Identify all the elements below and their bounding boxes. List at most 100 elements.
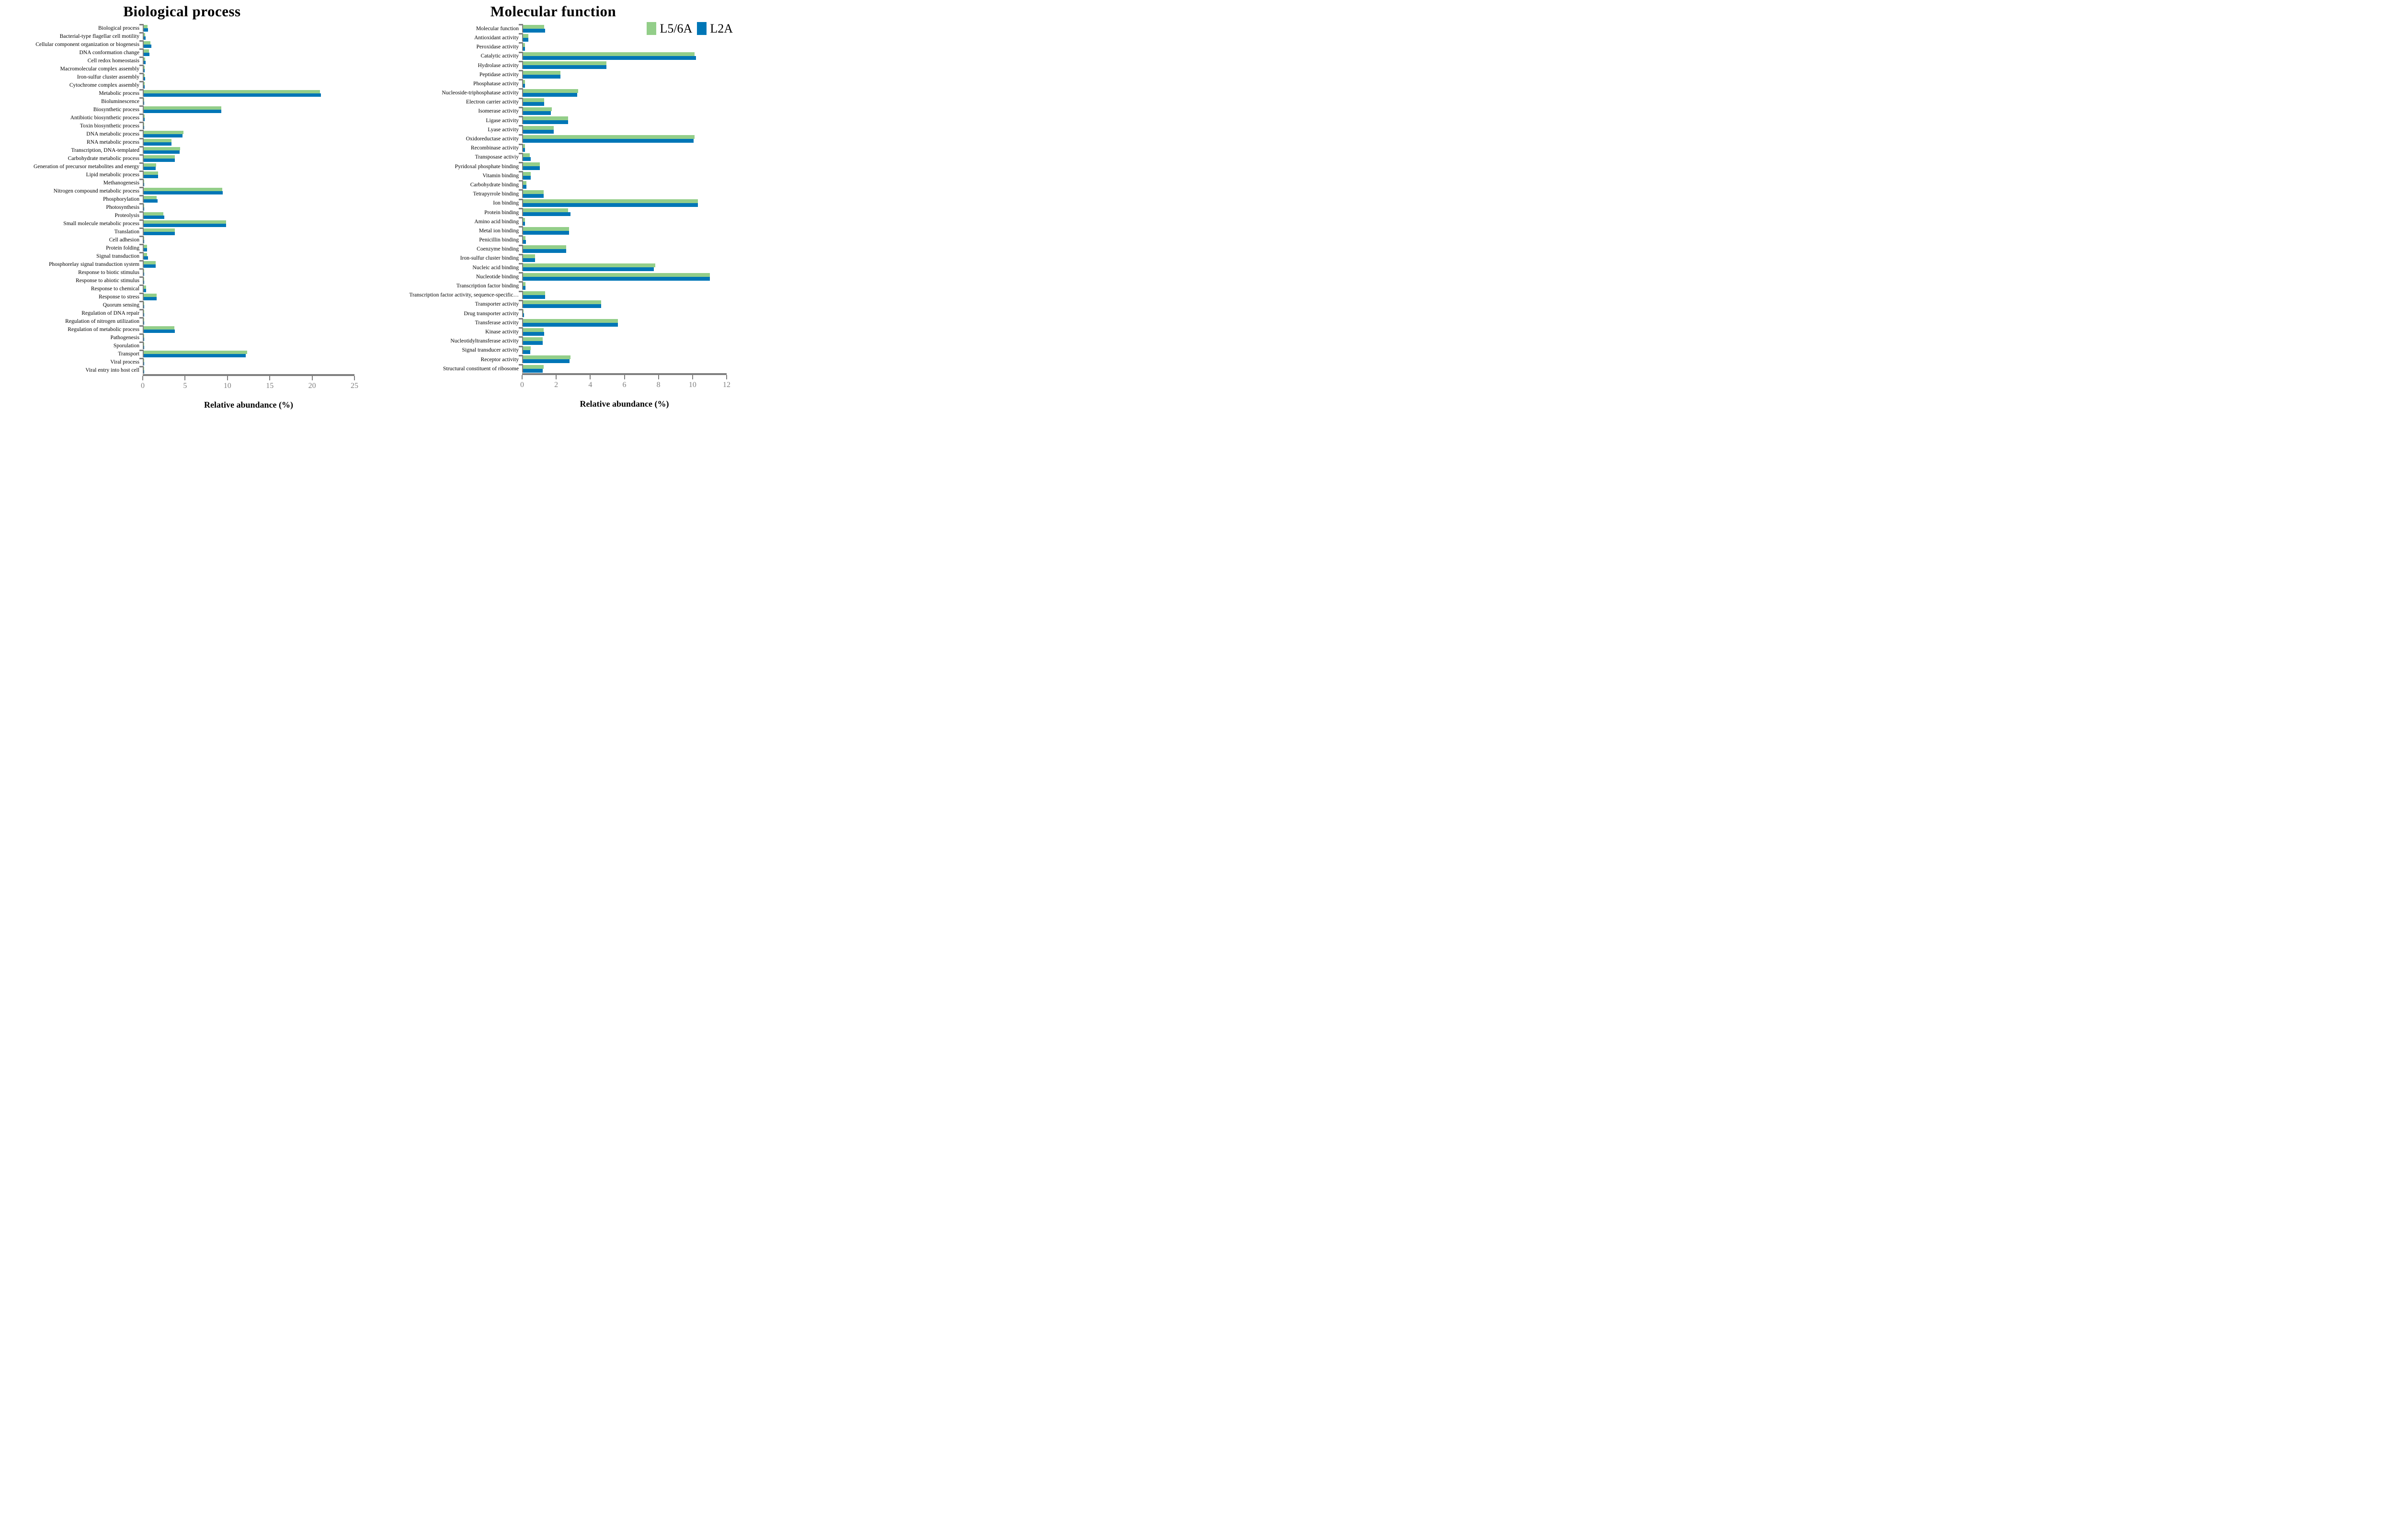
y-axis-minor-tick [139,211,144,213]
y-axis-minor-tick [519,88,523,90]
category-label: Small molecule metabolic process [63,220,139,227]
category-row: Transporter activity [369,299,727,309]
category-row: Small molecule metabolic process [0,219,354,228]
y-axis-minor-tick [139,236,144,237]
x-axis-tick-label: 10 [223,382,231,390]
category-label: DNA conformation change [79,49,139,56]
bar-pair [139,333,354,341]
category-label: Transcription factor activity, sequence-… [409,292,519,298]
bar-pair [519,253,727,262]
category-label: Metabolic process [99,90,139,96]
y-axis-minor-tick [519,70,523,72]
category-label: Methanogenesis [103,179,139,186]
bar-pair [519,51,727,60]
y-axis-minor-tick [519,290,523,292]
y-axis-minor-tick [139,89,144,91]
x-axis-tick [658,375,659,379]
category-label: Sporulation [113,342,139,349]
chart-body: Molecular function Antioxidant activity Pe… [369,24,738,409]
category-row: Structural constituent of ribosome [369,364,727,373]
category-row: Tetrapyrrole binding [369,189,727,198]
bar-l2a [144,77,145,80]
bar-l2a [523,295,546,299]
category-label: Nucleic acid binding [472,264,519,271]
bar-l2a [523,304,601,308]
category-row: Viral entry into host cell [0,366,354,374]
category-row: Cell redox homeostasis [0,57,354,65]
category-label: Iron-sulfur cluster binding [460,255,519,262]
bar-l56a [523,217,525,222]
chart-title-molecular-function: Molecular function [490,3,616,20]
y-axis-minor-tick [519,60,523,62]
category-label: Hydrolase activity [478,62,519,68]
legend: L5/6A L2A [647,22,733,35]
bar-l2a [523,111,551,115]
bar-l56a [523,70,560,75]
category-label: Iron-sulfur cluster assembly [77,73,139,80]
y-axis-minor-tick [519,272,523,274]
y-axis-minor-tick [139,228,144,229]
category-label: Viral entry into host cell [85,366,139,373]
bar-pair [519,79,727,88]
x-axis-tick [590,375,591,379]
bar-l2a [144,109,221,113]
y-axis-minor-tick [139,97,144,99]
y-axis-minor-tick [139,24,144,25]
y-axis-minor-tick [139,195,144,196]
bar-pair [139,317,354,325]
y-axis-minor-tick [519,115,523,117]
bar-l56a [523,254,535,259]
bar-l56a [523,80,525,84]
bar-pair [139,293,354,300]
bar-l56a [523,153,530,158]
bar-pair [519,207,727,217]
x-axis-line [522,373,727,375]
category-label: Lyase activity [488,126,519,133]
bar-pair [139,268,354,276]
bar-pair [139,65,354,72]
category-label: Coenzyme binding [477,246,519,252]
category-row: Catalytic activity [369,51,727,61]
bar-l2a [144,142,172,146]
y-axis-minor-tick [519,299,523,301]
bar-pair [519,235,727,244]
bar-pair [519,318,727,327]
bar-l2a [144,166,156,170]
legend-item-l2a: L2A [697,22,733,35]
category-label: Protein folding [106,244,139,251]
category-label: Receptor activity [480,356,519,363]
rows-wrap: Biological process Bacterial-type flagell… [0,24,358,410]
category-label: Signal transducer activity [462,347,519,354]
bar-pair [519,217,727,226]
bar-pair [139,171,354,178]
bar-l2a [523,28,546,33]
y-axis-minor-tick [519,226,523,228]
bar-pair [139,285,354,292]
category-row: Oxidoreductase activity [369,134,727,143]
category-row: Signal transduction [0,252,354,260]
category-row: Peptidase activity [369,70,727,79]
bar-pair [519,336,727,345]
category-row: Bioluminescence [0,97,354,105]
category-row: Transport [0,350,354,358]
bar-l2a [523,166,540,171]
x-axis-tick-label: 0 [520,381,524,389]
category-row: Penicillin binding [369,235,727,244]
category-row: Coenzyme binding [369,244,727,254]
x-axis-tick-label: 0 [141,382,145,390]
category-row: Hydrolase activity [369,60,727,70]
y-axis-minor-tick [519,152,523,154]
bar-pair [519,262,727,272]
bar-pair [139,89,354,97]
x-axis-tick-label: 10 [688,381,696,389]
x-axis-tick [269,376,271,380]
category-label: Phosphorylation [103,195,139,202]
bar-pair [139,81,354,89]
bar-pair [139,350,354,357]
category-row: Cytochrome complex assembly [0,81,354,89]
category-label: Penicillin binding [479,237,519,243]
category-row: Transcription factor activity, sequence-… [369,290,727,299]
bar-l2a [523,276,710,281]
y-axis-minor-tick [519,134,523,136]
category-row: Cellular component organization or bioge… [0,40,354,48]
